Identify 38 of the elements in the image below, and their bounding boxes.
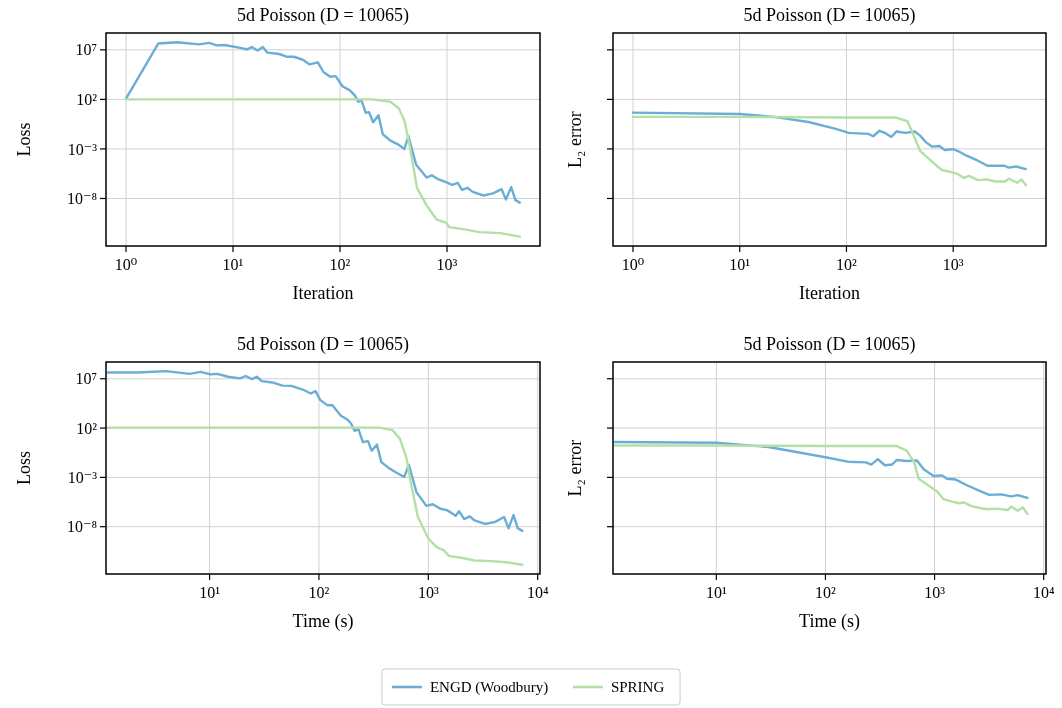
y-tick-label: 10⁷ [75,41,97,59]
x-tick-label: 10² [308,584,330,601]
y-tick-label: 10⁻⁸ [66,518,97,536]
y-axis-title: Loss [14,122,34,157]
x-axis-title: Iteration [292,283,354,303]
y-tick-label: 10⁷ [75,370,97,388]
legend-label: ENGD (Woodbury) [429,679,549,697]
y-axis-title: L₂ error [565,439,585,497]
y-axis-title: Loss [14,450,34,486]
x-tick-label: 10³ [436,256,458,273]
x-tick-label: 10⁰ [621,256,645,273]
x-tick-label: 10¹ [222,256,244,273]
x-tick-label: 10¹ [199,584,221,601]
x-tick-label: 10¹ [705,584,727,601]
x-tick-label: 10² [329,256,351,273]
legend-label: SPRING [610,679,665,696]
x-axis-title: Time (s) [292,611,354,632]
x-tick-label: 10² [815,584,837,601]
y-tick-label: 10⁻³ [67,140,98,158]
chart-title: 5d Poisson (D = 10065) [743,5,916,26]
chart-title: 5d Poisson (D = 10065) [743,334,916,355]
x-tick-label: 10² [836,256,858,273]
chart-title: 5d Poisson (D = 10065) [236,334,410,355]
x-tick-label: 10⁰ [114,256,138,273]
y-tick-label: 10² [76,90,98,108]
chart-title: 5d Poisson (D = 10065) [236,5,410,26]
y-tick-label: 10⁻³ [67,468,98,486]
x-tick-label: 10³ [942,256,964,273]
x-axis-title: Time (s) [799,611,860,632]
x-tick-label: 10¹ [729,256,751,273]
y-axis-title: L₂ error [565,111,585,168]
x-tick-label: 10⁴ [526,584,549,601]
x-tick-label: 10³ [924,584,946,601]
y-tick-label: 10⁻⁸ [66,190,97,208]
x-tick-label: 10³ [417,584,439,601]
y-tick-label: 10² [76,419,98,437]
x-axis-title: Iteration [799,283,860,303]
x-tick-label: 10⁴ [1032,584,1055,601]
